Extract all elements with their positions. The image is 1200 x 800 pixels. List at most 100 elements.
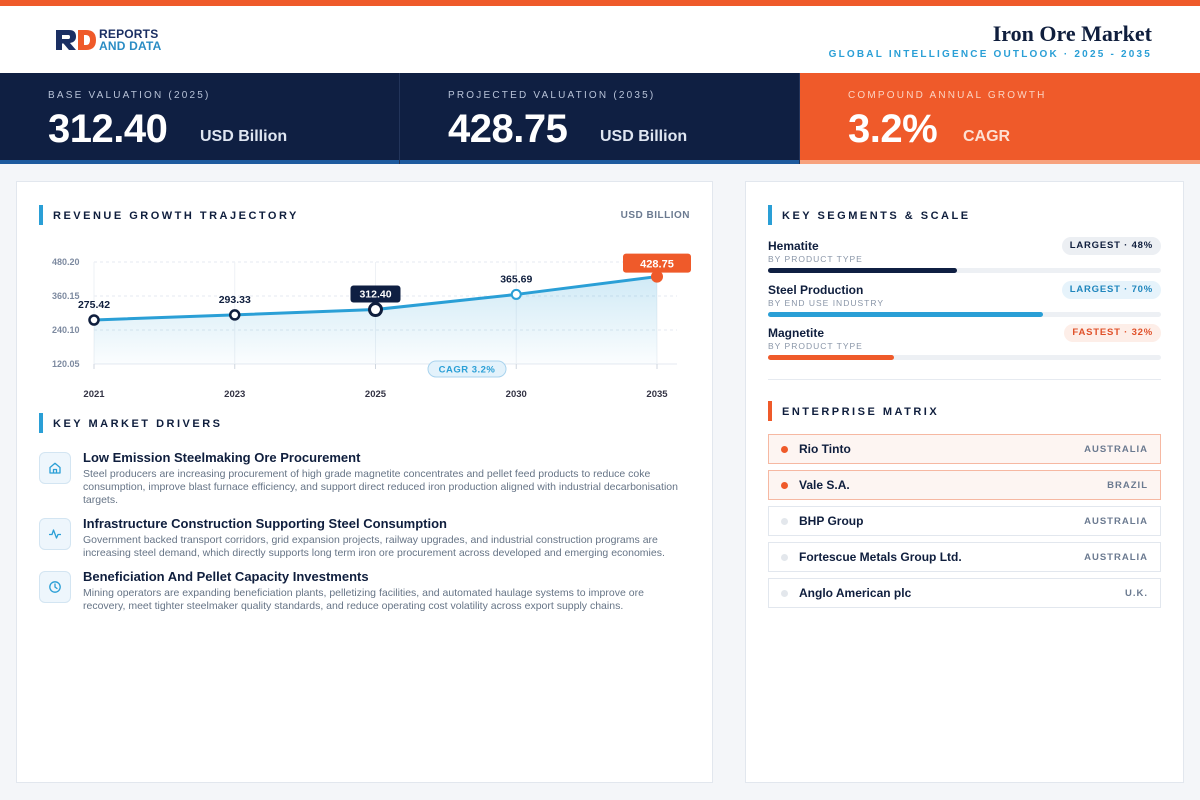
kpi-cagr: COMPOUND ANNUAL GROWTH 3.2% CAGR [800,73,1200,164]
data-label: 428.75 [640,259,674,271]
y-tick-label: 480.20 [52,257,80,267]
y-tick-label: 120.05 [52,359,80,369]
segment-badge: FASTEST · 32% [1064,324,1161,342]
enterprise-row[interactable]: BHP Group AUSTRALIA [768,506,1161,536]
enterprise-country: AUSTRALIA [1084,516,1148,527]
enterprise-name: Vale S.A. [799,478,850,492]
drivers-section-title: KEY MARKET DRIVERS [39,413,222,433]
enterprise-country: U.K. [1125,588,1148,599]
enterprise-row[interactable]: Fortescue Metals Group Ltd. AUSTRALIA [768,542,1161,572]
data-point [88,314,100,326]
segment-bar-track [768,312,1161,317]
driver-item: Beneficiation And Pellet Capacity Invest… [39,569,679,619]
logo-line-2: AND DATA [99,39,162,53]
driver-title: Low Emission Steelmaking Ore Procurement [83,450,361,465]
enterprise-section-title: ENTERPRISE MATRIX [768,401,939,421]
revenue-unit-label: USD BILLION [620,210,690,221]
segment-bar-fill [768,312,1044,317]
enterprise-country: AUSTRALIA [1084,552,1148,563]
kpi-label: COMPOUND ANNUAL GROWTH [848,90,1047,101]
segment-bar-track [768,355,1161,360]
x-tick-label: 2021 [83,389,105,400]
enterprise-name: Fortescue Metals Group Ltd. [799,550,962,564]
cagr-pill: CAGR 3.2% [427,360,507,378]
brand-logo[interactable]: REPORTS AND DATA [55,28,161,52]
kpi-underline [800,160,1200,164]
revenue-chart: 480.20 360.15 240.10 120.05 2021 2023 2025 2030… [52,253,691,400]
data-label: 293.33 [219,294,251,306]
data-point [368,302,383,318]
status-dot [781,554,788,561]
enterprise-row[interactable]: Vale S.A. BRAZIL [768,470,1161,500]
data-label: 312.40 [359,289,391,301]
enterprise-name: BHP Group [799,514,864,528]
driver-description: Steel producers are increasing procureme… [83,468,678,506]
status-dot [781,446,788,453]
driver-item: Low Emission Steelmaking Ore Procurement… [39,450,679,510]
clock-icon [39,571,71,603]
status-dot [781,482,788,489]
logo-mark-icon [56,30,96,50]
enterprise-country: BRAZIL [1107,480,1148,491]
activity-icon [39,518,71,550]
kpi-value: 428.75 [448,107,568,151]
page-header: REPORTS AND DATA Iron Ore Market GLOBAL … [0,6,1200,73]
enterprise-row[interactable]: Anglo American plc U.K. [768,578,1161,608]
section-divider [768,379,1161,380]
logo-line-1: REPORTS [99,27,159,41]
segment-category: BY PRODUCT TYPE [768,341,863,351]
segments-section-title: KEY SEGMENTS & SCALE [768,205,971,225]
x-tick-label: 2035 [646,389,668,400]
segment-bar-fill [768,268,957,273]
home-icon [39,452,71,484]
status-dot [781,518,788,525]
data-label: 365.69 [500,273,532,285]
driver-title: Infrastructure Construction Supporting S… [83,516,447,531]
kpi-underline [400,160,799,164]
segments-panel: KEY SEGMENTS & SCALE Hematite BY PRODUCT… [745,181,1184,783]
kpi-unit: USD Billion [600,128,688,145]
y-tick-label: 360.15 [52,291,80,301]
segment-name: Steel Production [768,283,864,297]
logo-text: REPORTS AND DATA [99,28,161,52]
driver-title: Beneficiation And Pellet Capacity Invest… [83,569,369,584]
segment-category: BY END USE INDUSTRY [768,298,884,308]
x-tick-label: 2025 [365,389,387,400]
status-dot [781,590,788,597]
data-point [510,288,522,300]
kpi-value: 312.40 [48,107,168,151]
segment-bar-fill [768,355,894,360]
segment-item: Magnetite BY PRODUCT TYPE FASTEST · 32% [768,324,1161,362]
segment-category: BY PRODUCT TYPE [768,254,863,264]
enterprise-country: AUSTRALIA [1084,444,1148,455]
kpi-unit: CAGR [963,128,1011,145]
segment-item: Hematite BY PRODUCT TYPE LARGEST · 48% [768,237,1161,275]
page-title: Iron Ore Market [992,21,1152,46]
kpi-strip: BASE VALUATION (2025) 312.40 USD Billion… [0,73,1200,164]
page-subtitle: GLOBAL INTELLIGENCE OUTLOOK · 2025 - 203… [828,49,1152,60]
kpi-label: BASE VALUATION (2025) [48,90,211,101]
y-tick-label: 240.10 [52,325,80,335]
kpi-base-valuation: BASE VALUATION (2025) 312.40 USD Billion [0,73,400,164]
data-point [651,270,663,283]
cagr-pill-label: CAGR 3.2% [439,365,496,376]
revenue-panel: REVENUE GROWTH TRAJECTORY USD BILLION 48… [16,181,713,783]
kpi-projected-valuation: PROJECTED VALUATION (2035) 428.75 USD Bi… [400,73,800,164]
kpi-label: PROJECTED VALUATION (2035) [448,90,656,101]
enterprise-name: Rio Tinto [799,442,851,456]
segment-bar-track [768,268,1161,273]
segment-badge: LARGEST · 70% [1061,281,1161,299]
top-accent-bar [0,0,1200,6]
revenue-section-title: REVENUE GROWTH TRAJECTORY [39,205,299,225]
segment-item: Steel Production BY END USE INDUSTRY LAR… [768,281,1161,319]
segment-badge: LARGEST · 48% [1061,237,1161,255]
driver-description: Government backed transport corridors, g… [83,534,665,559]
enterprise-name: Anglo American plc [799,586,912,600]
driver-item: Infrastructure Construction Supporting S… [39,516,679,566]
x-tick-label: 2023 [224,389,245,400]
enterprise-row[interactable]: Rio Tinto AUSTRALIA [768,434,1161,464]
kpi-unit: USD Billion [200,128,288,145]
x-tick-label: 2030 [506,389,527,400]
kpi-underline [0,160,399,164]
driver-description: Mining operators are expanding beneficia… [83,587,644,612]
